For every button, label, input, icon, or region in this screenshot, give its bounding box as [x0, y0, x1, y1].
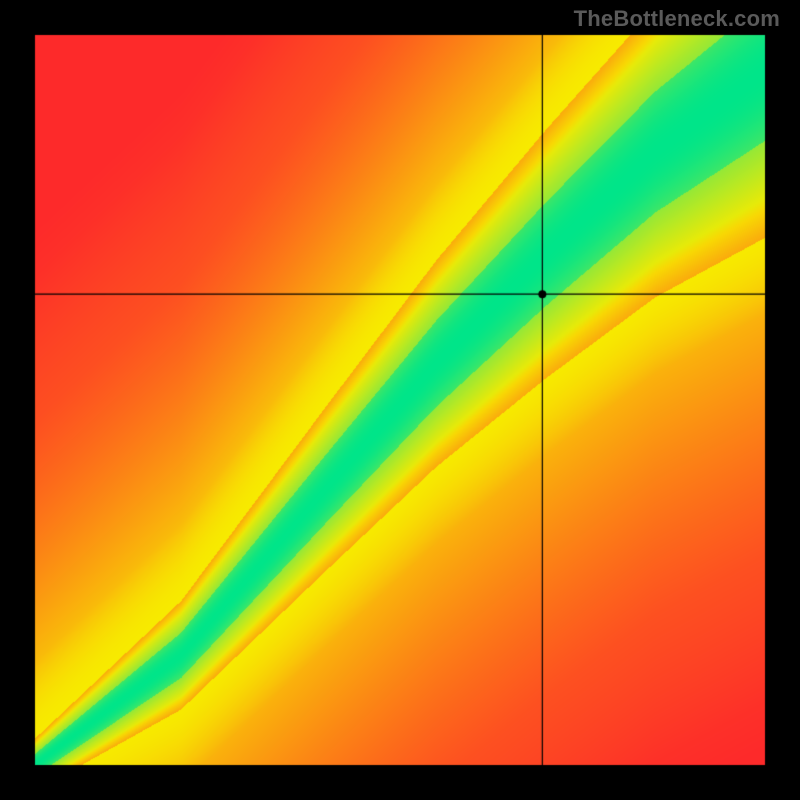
chart-container: TheBottleneck.com [0, 0, 800, 800]
watermark-text: TheBottleneck.com [574, 6, 780, 32]
bottleneck-heatmap-canvas [0, 0, 800, 800]
